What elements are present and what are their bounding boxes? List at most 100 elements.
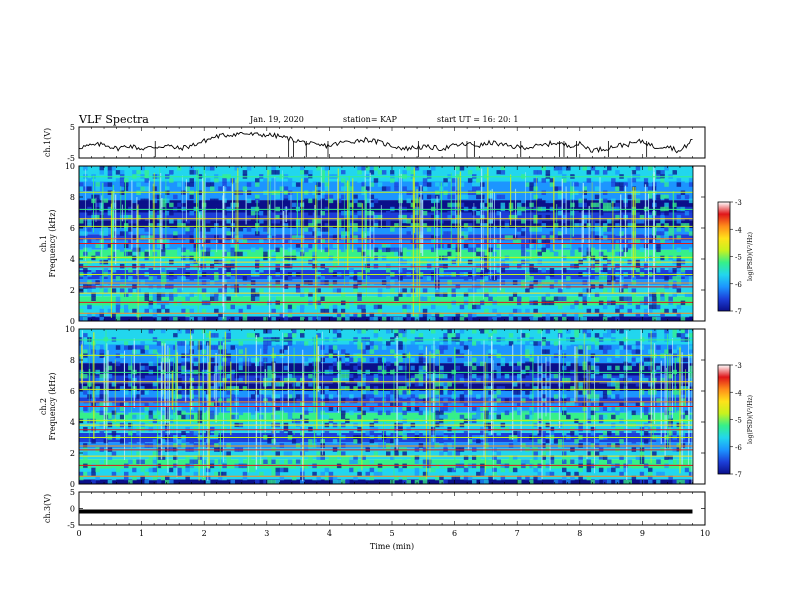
ch2-cell: [353, 398, 358, 403]
ch1-cell: [656, 247, 661, 253]
ch2-cell: [459, 418, 465, 424]
ch2-cell: [619, 402, 624, 407]
ch1-cell: [128, 268, 133, 273]
ch1-cell: [517, 296, 522, 301]
ch1-cell: [676, 166, 682, 171]
ch2-cell: [124, 390, 129, 395]
ch2-cell: [602, 333, 608, 338]
ch2-cell: [570, 382, 575, 387]
ch1-cell: [210, 296, 215, 301]
ch1-cell: [476, 182, 481, 187]
ch1-cell: [549, 235, 555, 240]
ch1-cell: [467, 316, 473, 322]
ch2-cell: [324, 349, 330, 354]
ch1-cell: [148, 223, 154, 228]
ch2-cell: [656, 414, 661, 420]
ch2-cell: [357, 349, 362, 354]
ch1-cell: [226, 263, 231, 269]
ch1-cell: [381, 186, 387, 191]
ch1-cell: [381, 280, 387, 285]
ch2-cell: [152, 410, 158, 416]
ch2-colorbar-tick-label: -6: [735, 444, 742, 452]
ch1-cell: [144, 186, 149, 191]
ch2-cell: [578, 443, 583, 448]
ch1-cell: [148, 280, 154, 285]
ch2-cell: [316, 451, 321, 456]
ch1-cell: [336, 312, 342, 318]
ch2-cell: [533, 475, 538, 481]
ch2-spectrogram: [79, 329, 705, 485]
ch2-cell: [226, 361, 231, 367]
ch1-cell: [394, 166, 399, 171]
ch2-cell: [439, 439, 444, 444]
ch2-cell: [341, 382, 346, 387]
ch2-cell: [99, 394, 104, 399]
ch1-cell: [169, 178, 174, 183]
xtick-label: 6: [452, 529, 457, 538]
ch2-cell: [602, 455, 608, 460]
ch1-cell: [361, 235, 366, 240]
ch2-cell: [549, 431, 555, 436]
ch2-colorbar-label: log(PSD)(V²/Hz): [747, 395, 754, 444]
ch2-cell: [594, 479, 600, 485]
ch1-cell: [300, 316, 305, 322]
ch2-cell: [361, 467, 366, 473]
ch1-cell: [246, 166, 252, 171]
ch2-cell: [267, 365, 272, 371]
ch2-cell: [463, 475, 469, 481]
ch2-cell: [648, 349, 653, 354]
ch2-cell: [308, 426, 313, 432]
ch1-cell: [189, 308, 194, 314]
ch1-cell: [193, 194, 199, 200]
ch1-cell: [205, 214, 211, 220]
ch1-cell: [214, 198, 219, 204]
ch1-cell: [267, 170, 272, 175]
ch1-cell: [283, 263, 289, 269]
ch2-cell: [189, 439, 194, 444]
ch2-cell: [472, 418, 477, 424]
ch1-cell: [406, 263, 411, 269]
ch2-cell: [271, 459, 276, 464]
ch1-cell: [566, 194, 571, 200]
ch2-cell: [447, 426, 452, 432]
ch1-cell: [353, 235, 358, 240]
ch2-cell: [439, 443, 444, 448]
ch2-cell: [95, 377, 100, 383]
ch2-cell: [619, 345, 624, 350]
ch1-cell: [607, 219, 612, 224]
ch2-cell: [643, 406, 649, 411]
ch2-cell: [549, 455, 555, 460]
ch2-cell: [328, 394, 334, 399]
ch2-cell: [668, 479, 673, 485]
ch1-cell: [602, 202, 608, 208]
ch1-cell: [87, 219, 92, 224]
ch2-cell: [680, 333, 686, 338]
ch2-cell: [271, 341, 276, 346]
ch1-cell: [668, 268, 673, 273]
ch1-cell: [230, 304, 235, 310]
ch2-cell: [263, 479, 268, 485]
ch2-cell: [639, 443, 645, 448]
ch1-cell: [308, 198, 313, 204]
ch1-cell: [115, 276, 121, 281]
ch1-cell: [398, 268, 403, 273]
ch2-cell: [598, 345, 604, 350]
ch2-cell: [193, 443, 199, 448]
ch1-cell: [562, 198, 567, 204]
ch1-cell: [652, 292, 657, 297]
ch2-cell: [562, 406, 567, 411]
ch1-cell: [435, 288, 440, 293]
ch2-cell: [410, 398, 416, 403]
ch2-cell: [242, 386, 248, 391]
ch1-cell: [132, 170, 137, 175]
ch2-cell: [574, 431, 579, 436]
ch2-cell: [205, 479, 211, 485]
ch2-cell: [594, 475, 600, 481]
ch1-cell: [545, 316, 551, 322]
ch1-cell: [189, 166, 194, 171]
ch2-cell: [361, 410, 366, 416]
ch2-cell: [426, 431, 432, 436]
ch2-cell: [521, 410, 526, 416]
ch2-cell: [369, 467, 375, 473]
ch1-cell: [545, 276, 551, 281]
